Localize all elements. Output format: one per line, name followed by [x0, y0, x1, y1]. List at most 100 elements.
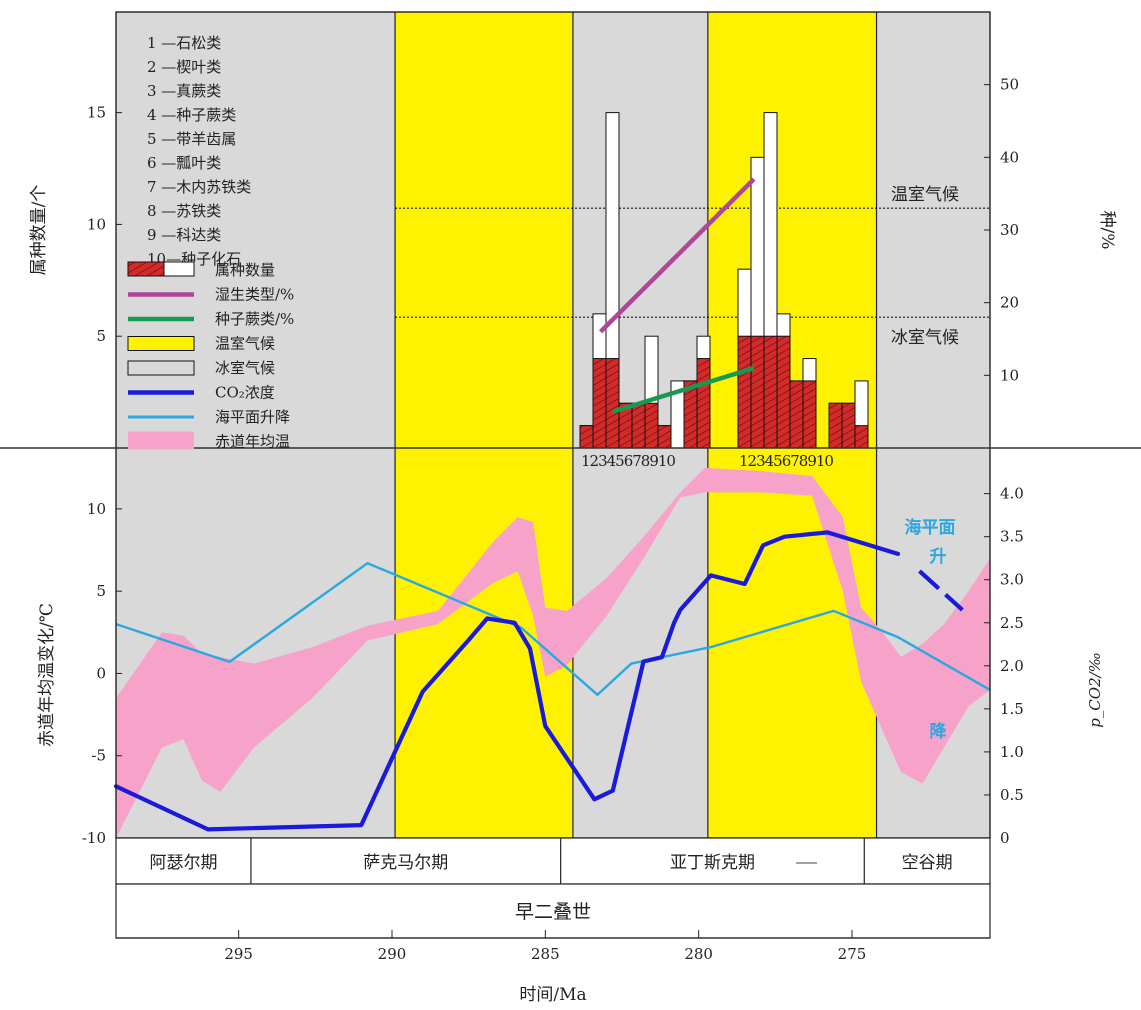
bar-genera: [750, 335, 765, 449]
ytick-label: 5: [96, 327, 106, 345]
legend-label-co2: CO₂浓度: [215, 384, 275, 402]
stage-row: [115, 837, 991, 885]
group-legend-item: 4 —种子蕨类: [147, 106, 236, 124]
ytick-label: 40: [1000, 148, 1019, 166]
upper-left-axis: 5 10 15: [87, 104, 122, 345]
stage-label: 空谷期: [902, 853, 953, 873]
legend-swatch-taxa-open: [163, 261, 195, 277]
bar-genera: [657, 425, 672, 449]
bar-category-labels: 12345678910: [581, 452, 675, 470]
xtick-label: 275: [838, 945, 867, 963]
legend-label-sst: 赤道年均温: [215, 433, 290, 451]
sst-band: [116, 467, 990, 838]
bar-genera: [789, 380, 804, 449]
ytick-label: 0: [96, 664, 106, 682]
xtick-label: 280: [684, 945, 713, 963]
bar-genera: [802, 380, 817, 449]
period-greenhouse-1: [395, 12, 573, 838]
stage-label: 阿瑟尔期: [149, 853, 217, 873]
group-legend-item: 3 —真蕨类: [147, 82, 221, 100]
bar-genera: [579, 425, 594, 449]
bar-genera: [592, 358, 607, 449]
ytick-label: -5: [91, 747, 106, 765]
ytick-label: 10: [87, 215, 106, 233]
ytick-label: 3.0: [1000, 571, 1024, 589]
ytick-label: 0.5: [1000, 786, 1024, 804]
climate-label-warm: 温室气候: [891, 185, 959, 205]
lower-left-axis: -10 -5 0 5 10: [82, 500, 122, 847]
bar-genera: [696, 358, 711, 449]
legend-swatch-taxa: [127, 261, 165, 277]
group-legend-item: 6 —瓢叶类: [147, 154, 221, 172]
group-legend-item: 5 —带羊齿属: [147, 130, 236, 148]
sealevel-fall-label: 降: [930, 721, 948, 742]
group-legend-item: 2 —楔叶类: [147, 58, 221, 76]
ytick-label: 1.5: [1000, 700, 1024, 718]
bar-genera: [631, 402, 646, 449]
upper-ylabel-right: 种/%: [1097, 211, 1117, 250]
bar-group-1: 12345678910: [579, 112, 711, 470]
pterido_pct-line: [612, 365, 755, 414]
ytick-label: 2.0: [1000, 657, 1024, 675]
bar-genera: [737, 335, 752, 449]
group-legend-item: 8 —苏铁类: [147, 202, 221, 220]
legend-swatch-sst: [128, 431, 194, 450]
legend-label-greenhouse: 温室气候: [215, 335, 275, 353]
co2-line: [113, 530, 901, 832]
sealevel-rise-label-2: 升: [930, 547, 947, 567]
ytick-label: 5: [96, 582, 106, 600]
legend-label-sealevel: 海平面升降: [215, 408, 290, 426]
ytick-label: 2.5: [1000, 614, 1024, 632]
ytick-label: 0: [1000, 829, 1010, 847]
lower-ylabel-left: 赤道年均温变化/℃: [37, 603, 57, 747]
xtick-label: 290: [378, 945, 407, 963]
legend-label-hygro_pct: 湿生类型/%: [215, 286, 294, 304]
xtick-label: 285: [531, 945, 560, 963]
ytick-label: 1.0: [1000, 743, 1024, 761]
sealevel-line: [115, 562, 991, 696]
group-legend-item: 9 —科达类: [147, 226, 221, 244]
bar-genera: [776, 335, 791, 449]
legend-swatch-icehouse: [127, 360, 195, 376]
ytick-label: 30: [1000, 221, 1019, 239]
ytick-label: 4.0: [1000, 485, 1024, 503]
lower-right-axis: 0 0.5 1.0 1.5 2.0 2.5 3.0 3.5 4.0: [984, 485, 1024, 847]
legend-label-pterido_pct: 种子蕨类/%: [215, 310, 294, 328]
upper-right-axis: 10 20 30 40 50: [984, 76, 1019, 384]
ytick-label: 10: [87, 500, 106, 518]
ytick-label: 10: [1000, 366, 1019, 384]
hygro_pct-line: [598, 177, 756, 334]
bar-genera: [828, 402, 843, 449]
stage-label: 亚丁斯克期: [670, 853, 755, 873]
x-axis: 295 290 285 280 275 时间/Ma: [116, 930, 990, 1005]
epoch-label: 早二叠世: [515, 901, 591, 923]
x-axis-label: 时间/Ma: [519, 985, 586, 1005]
ytick-label: 3.5: [1000, 528, 1024, 546]
ytick-label: 50: [1000, 76, 1019, 94]
ytick-label: -10: [82, 829, 106, 847]
sealevel-rise-label: 海平面: [905, 517, 956, 538]
bar-genera: [841, 402, 856, 449]
legend-label-taxa_count: 属种数量: [215, 261, 275, 279]
stage-label: 萨克马尔期: [363, 853, 448, 873]
co2-dashed-line: [918, 569, 964, 612]
xtick-label: 295: [224, 945, 253, 963]
bar-genera: [644, 402, 659, 449]
legend: 1 —石松类 2 —楔叶类 3 —真蕨类 4 —种子蕨类 5 —带羊齿属 6 —瓢叶类 7 …: [127, 34, 294, 451]
bar-genera: [854, 425, 869, 449]
lower-ylabel-right: p_CO2/‰: [1086, 652, 1104, 728]
bar-genera: [763, 335, 778, 449]
group-legend-item: 1 —石松类: [147, 34, 221, 52]
epoch-row: [115, 883, 991, 939]
group-legend-item: 7 —木内苏铁类: [147, 178, 251, 196]
ytick-label: 20: [1000, 294, 1019, 312]
bar-genera: [605, 358, 620, 449]
bar-category-labels: 12345678910: [739, 452, 833, 470]
upper-ylabel-left: 属种数量/个: [29, 185, 49, 276]
climate-label-cold: 冰室气候: [891, 328, 959, 348]
legend-label-icehouse: 冰室气候: [215, 359, 275, 377]
legend-swatch-greenhouse: [127, 336, 195, 351]
ytick-label: 15: [87, 104, 106, 122]
